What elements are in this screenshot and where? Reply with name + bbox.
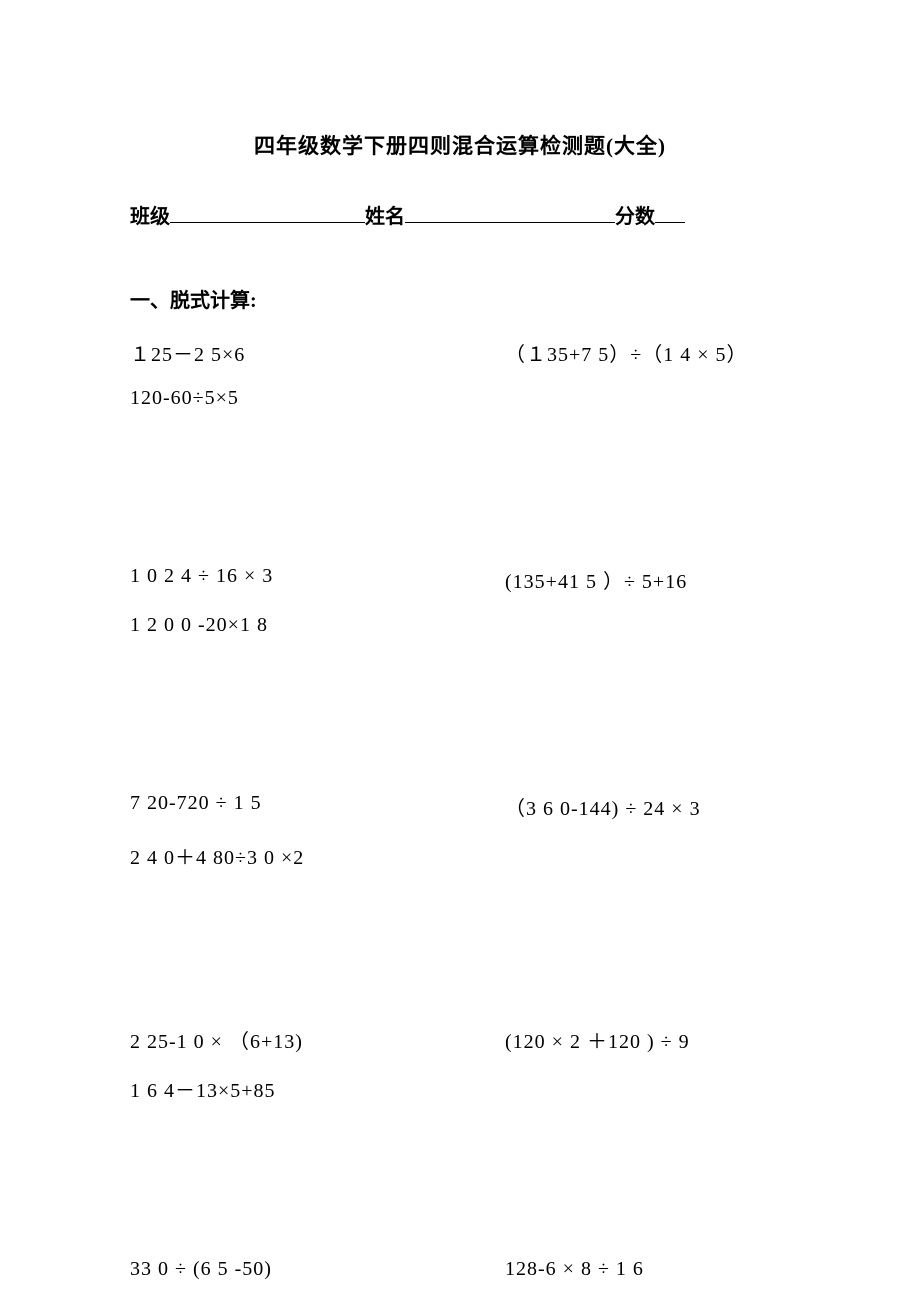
problem-text: （3 6 0-144) ÷ 24 × 3 — [415, 792, 790, 821]
name-label: 姓名 — [365, 200, 405, 229]
problem-text: (135+41 5 ）÷ 5+16 — [415, 565, 790, 594]
section-1-title: 一、脱式计算: — [130, 284, 790, 313]
score-label: 分数 — [615, 200, 655, 229]
problem-text: (120 × 2 ＋120 ) ÷ 9 — [415, 1025, 790, 1054]
problem-row: 7 20-720 ÷ 1 5 （3 6 0-144) ÷ 24 × 3 — [130, 792, 790, 821]
class-label: 班级 — [130, 200, 170, 229]
problem-text: 33 0 ÷ (6 5 -50) — [130, 1258, 415, 1281]
student-info-line: 班级 姓名 分数 — [130, 200, 790, 229]
problem-row: １25－2 5×6 （１35+7 5）÷（1 4 × 5） — [130, 338, 790, 367]
worksheet-title: 四年级数学下册四则混合运算检测题(大全) — [130, 130, 790, 160]
problem-group: 2 25-1 0 × （6+13) (120 × 2 ＋120 ) ÷ 9 1 … — [130, 1025, 790, 1103]
problem-row: 2 25-1 0 × （6+13) (120 × 2 ＋120 ) ÷ 9 — [130, 1025, 790, 1054]
problem-group: 7 20-720 ÷ 1 5 （3 6 0-144) ÷ 24 × 3 2 4 … — [130, 792, 790, 870]
problem-text: 1 2 0 0 -20×1 8 — [130, 614, 790, 637]
problem-group: 33 0 ÷ (6 5 -50) 128-6 × 8 ÷ 1 6 — [130, 1258, 790, 1281]
problem-text: 2 25-1 0 × （6+13) — [130, 1025, 415, 1054]
score-blank — [655, 203, 685, 223]
problem-text: 120-60÷5×5 — [130, 387, 790, 410]
problem-group: １25－2 5×6 （１35+7 5）÷（1 4 × 5） 120-60÷5×5 — [130, 338, 790, 410]
problem-text: 2 4 0＋4 80÷3 0 ×2 — [130, 841, 790, 870]
problem-text: 1 0 2 4 ÷ 16 × 3 — [130, 565, 415, 594]
problem-text: 1 6 4－13×5+85 — [130, 1074, 790, 1103]
problem-text: 7 20-720 ÷ 1 5 — [130, 792, 415, 821]
problem-row: 33 0 ÷ (6 5 -50) 128-6 × 8 ÷ 1 6 — [130, 1258, 790, 1281]
problem-text: １25－2 5×6 — [130, 338, 415, 367]
class-blank — [170, 203, 365, 223]
problem-text: 128-6 × 8 ÷ 1 6 — [415, 1258, 790, 1281]
problem-group: 1 0 2 4 ÷ 16 × 3 (135+41 5 ）÷ 5+16 1 2 0… — [130, 565, 790, 637]
name-blank — [405, 203, 615, 223]
problem-text: （１35+7 5）÷（1 4 × 5） — [415, 338, 790, 367]
problem-row: 1 0 2 4 ÷ 16 × 3 (135+41 5 ）÷ 5+16 — [130, 565, 790, 594]
